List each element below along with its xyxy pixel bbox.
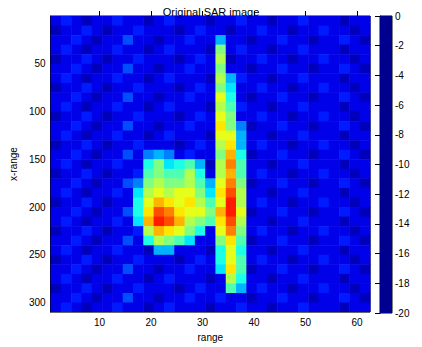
svg-text:-4: -4 xyxy=(395,70,404,81)
svg-text:20: 20 xyxy=(145,317,157,328)
svg-text:-10: -10 xyxy=(395,159,410,170)
svg-text:-16: -16 xyxy=(395,248,410,259)
svg-text:300: 300 xyxy=(29,297,46,308)
svg-text:100: 100 xyxy=(29,106,46,117)
svg-text:-18: -18 xyxy=(395,278,410,289)
svg-text:10: 10 xyxy=(94,317,106,328)
svg-text:40: 40 xyxy=(249,317,261,328)
svg-text:250: 250 xyxy=(29,249,46,260)
svg-text:range: range xyxy=(198,332,224,343)
svg-text:-6: -6 xyxy=(395,100,404,111)
svg-text:0: 0 xyxy=(395,11,401,22)
svg-text:50: 50 xyxy=(300,317,312,328)
svg-text:x-range: x-range xyxy=(8,147,19,181)
svg-text:150: 150 xyxy=(29,154,46,165)
svg-text:-12: -12 xyxy=(395,189,410,200)
svg-text:Original SAR image: Original SAR image xyxy=(163,6,260,18)
svg-text:30: 30 xyxy=(197,317,209,328)
svg-text:60: 60 xyxy=(352,317,364,328)
svg-text:-14: -14 xyxy=(395,218,410,229)
svg-text:-2: -2 xyxy=(395,40,404,51)
svg-text:-20: -20 xyxy=(395,308,410,319)
svg-text:200: 200 xyxy=(29,202,46,213)
svg-text:-8: -8 xyxy=(395,129,404,140)
svg-text:50: 50 xyxy=(34,58,46,69)
